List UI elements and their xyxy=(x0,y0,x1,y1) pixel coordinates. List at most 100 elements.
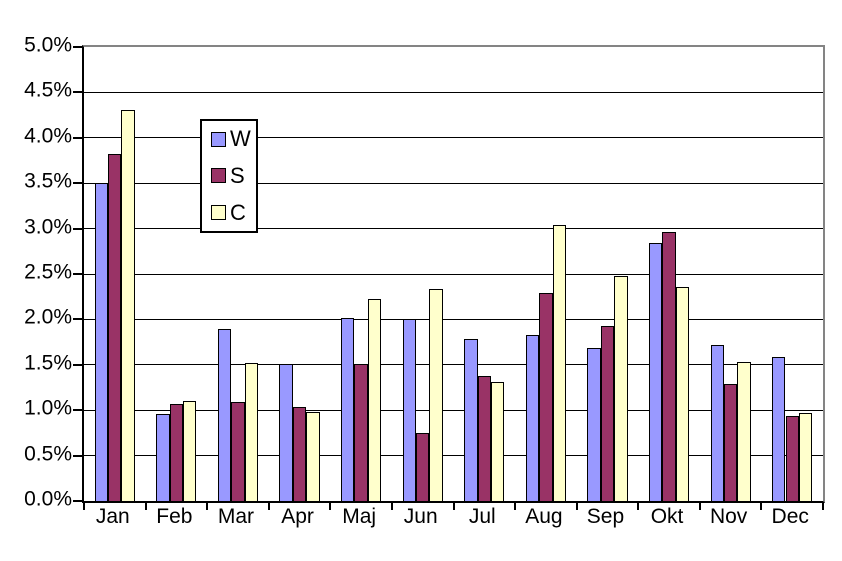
bar-w-apr xyxy=(279,363,293,501)
bar-c-dec xyxy=(798,412,813,501)
bar-s-dec xyxy=(785,415,799,501)
bar-c-jan xyxy=(121,109,135,501)
x-axis-tick xyxy=(452,503,455,510)
bar-c-maj xyxy=(367,298,382,501)
y-tick-label: 0.5% xyxy=(24,442,72,466)
bar-s-aug xyxy=(539,293,553,501)
bar-w-jun xyxy=(402,319,416,501)
x-tick-label: Maj xyxy=(342,505,377,528)
y-tick-label: 4.5% xyxy=(24,78,72,102)
x-tick-label: Apr xyxy=(281,505,314,528)
gridline xyxy=(84,91,823,93)
legend-item-w: W xyxy=(211,128,256,150)
y-axis-tick xyxy=(73,454,82,457)
x-tick-label: Aug xyxy=(525,505,563,528)
y-axis-tick xyxy=(73,273,82,275)
x-axis-tick xyxy=(575,503,578,510)
gridline xyxy=(84,318,823,320)
y-tick-label: 5.0% xyxy=(24,33,72,57)
legend-item-s: S xyxy=(211,162,256,188)
bar-s-okt xyxy=(662,232,676,501)
y-tick-label: 3.5% xyxy=(24,169,72,193)
x-axis-tick xyxy=(760,503,763,510)
y-axis-tick xyxy=(73,182,82,185)
y-axis-tick xyxy=(73,409,82,412)
legend-label: S xyxy=(230,162,245,188)
bar-w-aug xyxy=(525,334,540,501)
y-axis-tick xyxy=(73,46,82,48)
x-tick-label: Sep xyxy=(586,505,625,528)
bar-s-sep xyxy=(600,325,615,501)
gridline xyxy=(84,182,823,184)
bar-c-jun xyxy=(429,289,443,501)
gridline xyxy=(84,137,823,139)
legend-swatch-icon xyxy=(211,205,226,221)
bar-s-jan xyxy=(108,154,122,501)
legend-item-c: C xyxy=(211,199,256,225)
bar-w-maj xyxy=(341,317,355,501)
gridline xyxy=(84,455,823,457)
x-tick-label: Jun xyxy=(403,505,438,528)
gridline xyxy=(84,364,823,366)
bar-s-apr xyxy=(292,407,307,501)
x-axis-tick xyxy=(267,503,270,510)
bar-c-feb xyxy=(183,401,197,501)
y-axis-tick xyxy=(73,500,82,502)
x-tick-label: Jan xyxy=(95,505,130,528)
bar-s-maj xyxy=(354,363,368,501)
legend-label: C xyxy=(230,199,246,225)
x-tick-label: Mar xyxy=(217,505,255,528)
y-tick-label: 4.0% xyxy=(24,124,72,148)
gridline xyxy=(84,273,823,275)
y-tick-label: 0.0% xyxy=(24,487,72,511)
y-axis-tick xyxy=(73,91,82,94)
bar-c-mar xyxy=(244,362,259,501)
x-axis-tick xyxy=(206,503,209,510)
gridline xyxy=(84,228,823,230)
x-tick-label: Jul xyxy=(468,505,496,528)
bar-w-nov xyxy=(710,344,724,501)
y-tick-label: 1.0% xyxy=(24,396,72,420)
bar-s-nov xyxy=(723,383,738,501)
bar-c-nov xyxy=(737,362,751,501)
bar-w-sep xyxy=(587,347,601,501)
x-tick-label: Nov xyxy=(709,505,748,528)
x-axis-tick xyxy=(822,503,824,510)
bar-w-dec xyxy=(772,356,786,501)
x-axis-tick xyxy=(390,503,393,510)
y-tick-label: 2.5% xyxy=(24,260,72,284)
bar-c-apr xyxy=(306,412,320,501)
x-axis-tick xyxy=(144,503,147,510)
bar-w-feb xyxy=(156,413,170,501)
legend-swatch-icon xyxy=(211,131,226,147)
y-axis-tick xyxy=(73,227,82,230)
bar-c-jul xyxy=(490,382,505,501)
bar-s-feb xyxy=(169,403,184,501)
bar-c-okt xyxy=(675,286,690,501)
x-tick-label: Dec xyxy=(771,505,809,528)
bar-c-sep xyxy=(614,275,628,501)
y-axis-tick xyxy=(73,318,82,321)
bar-s-jun xyxy=(416,432,430,501)
y-axis-tick xyxy=(73,136,82,139)
bar-w-jul xyxy=(464,339,478,501)
y-axis-labels: 0.0% 0.5% 1.0% 1.5% 2.0% 2.5% 3.0% 3.5% 4.0% 4.5%… xyxy=(0,35,72,510)
legend-label: W xyxy=(230,126,251,152)
bar-s-mar xyxy=(231,402,245,501)
legend-swatch-icon xyxy=(211,168,226,184)
plot-area xyxy=(73,45,825,510)
y-tick-label: 2.0% xyxy=(24,305,72,329)
x-axis-tick xyxy=(329,503,332,510)
bar-c-aug xyxy=(552,224,566,501)
bar-w-jan xyxy=(94,183,109,501)
bar-s-jul xyxy=(477,375,491,501)
x-axis-tick xyxy=(514,503,517,510)
gridline xyxy=(84,409,823,411)
x-tick-label: Okt xyxy=(650,505,684,528)
y-tick-label: 1.5% xyxy=(24,351,72,375)
y-axis-tick xyxy=(73,363,82,366)
bar-w-okt xyxy=(648,243,663,501)
bar-w-mar xyxy=(217,329,232,501)
x-axis-tick xyxy=(637,503,640,510)
